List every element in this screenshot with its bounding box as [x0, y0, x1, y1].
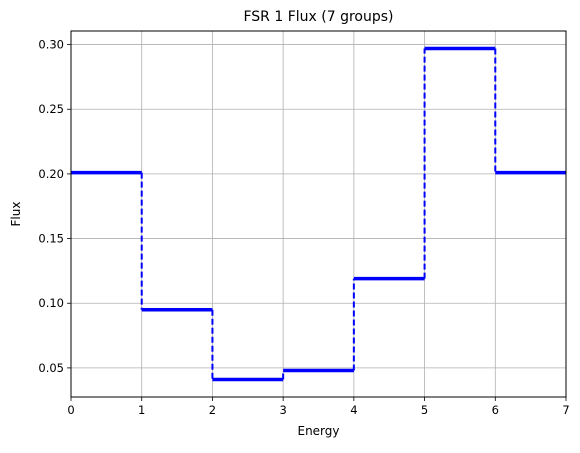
x-tick-label: 0 [67, 403, 74, 417]
y-tick-label: 0.25 [38, 102, 64, 116]
step-connectors [140, 48, 497, 380]
x-tick-label: 4 [350, 403, 357, 417]
x-tick-label: 6 [492, 403, 499, 417]
y-axis-ticks: 0.05 0.10 0.15 0.20 0.25 0.30 [38, 38, 71, 375]
y-tick-label: 0.05 [38, 361, 64, 375]
x-tick-label: 5 [421, 403, 428, 417]
x-tick-label: 3 [279, 403, 286, 417]
y-tick-label: 0.30 [38, 38, 64, 52]
chart-title: FSR 1 Flux (7 groups) [243, 9, 393, 25]
x-tick-label: 2 [209, 403, 216, 417]
plot-frame [70, 30, 567, 398]
y-tick-label: 0.15 [38, 232, 64, 246]
x-tick-label: 1 [138, 403, 145, 417]
x-axis-ticks: 0 1 2 3 4 5 6 7 [67, 397, 570, 417]
x-axis-label: Energy [297, 424, 339, 438]
flux-segments [71, 46, 566, 382]
y-tick-label: 0.10 [38, 296, 64, 310]
y-tick-label: 0.20 [38, 167, 64, 181]
y-axis-label: Flux [9, 202, 23, 227]
x-tick-label: 7 [562, 403, 569, 417]
